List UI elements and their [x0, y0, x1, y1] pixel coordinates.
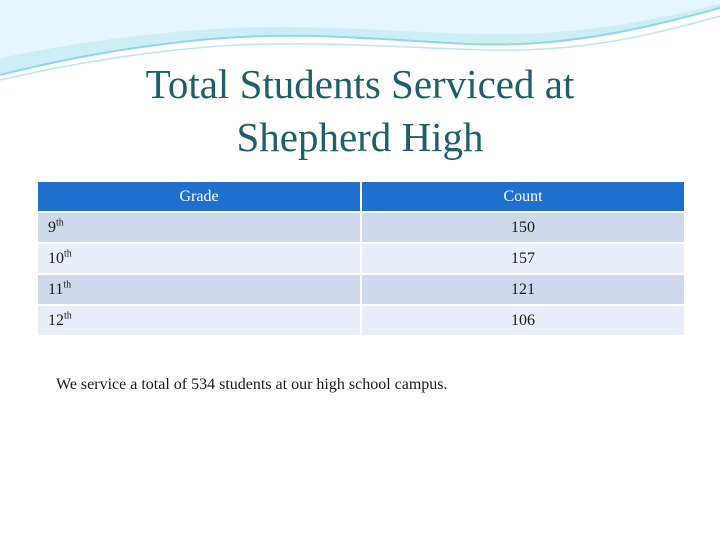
title-line-2: Shepherd High [236, 114, 484, 160]
table-row: 9th 150 [36, 211, 686, 244]
table-row: 10th 157 [36, 242, 686, 275]
count-cell: 150 [360, 211, 686, 244]
table-row: 12th 106 [36, 304, 686, 337]
grade-suffix: th [64, 248, 72, 260]
grade-suffix: th [63, 279, 72, 291]
title-line-1: Total Students Serviced at [145, 61, 575, 107]
count-cell: 157 [360, 242, 686, 275]
grade-number: 9 [48, 218, 56, 236]
grade-cell: 11th [36, 273, 362, 306]
grade-number: 10 [48, 249, 64, 267]
count-cell: 121 [360, 273, 686, 306]
decorative-wave-banner [0, 0, 720, 81]
summary-text: We service a total of 534 students at ou… [56, 376, 448, 393]
table-header-row: Grade Count [36, 180, 686, 213]
count-cell: 106 [360, 304, 686, 337]
header-count: Count [360, 180, 686, 213]
grade-number: 12 [48, 311, 64, 329]
grade-cell: 9th [36, 211, 362, 244]
grade-suffix: th [56, 217, 64, 229]
grade-number: 11 [48, 280, 64, 298]
grade-suffix: th [64, 310, 72, 322]
students-table: Grade Count 9th 150 10th 157 11th 121 12… [36, 180, 686, 337]
grade-cell: 10th [36, 242, 362, 275]
slide-title: Total Students Serviced at Shepherd High [60, 58, 660, 164]
header-grade: Grade [36, 180, 362, 213]
grade-cell: 12th [36, 304, 362, 337]
table-row: 11th 121 [36, 273, 686, 306]
